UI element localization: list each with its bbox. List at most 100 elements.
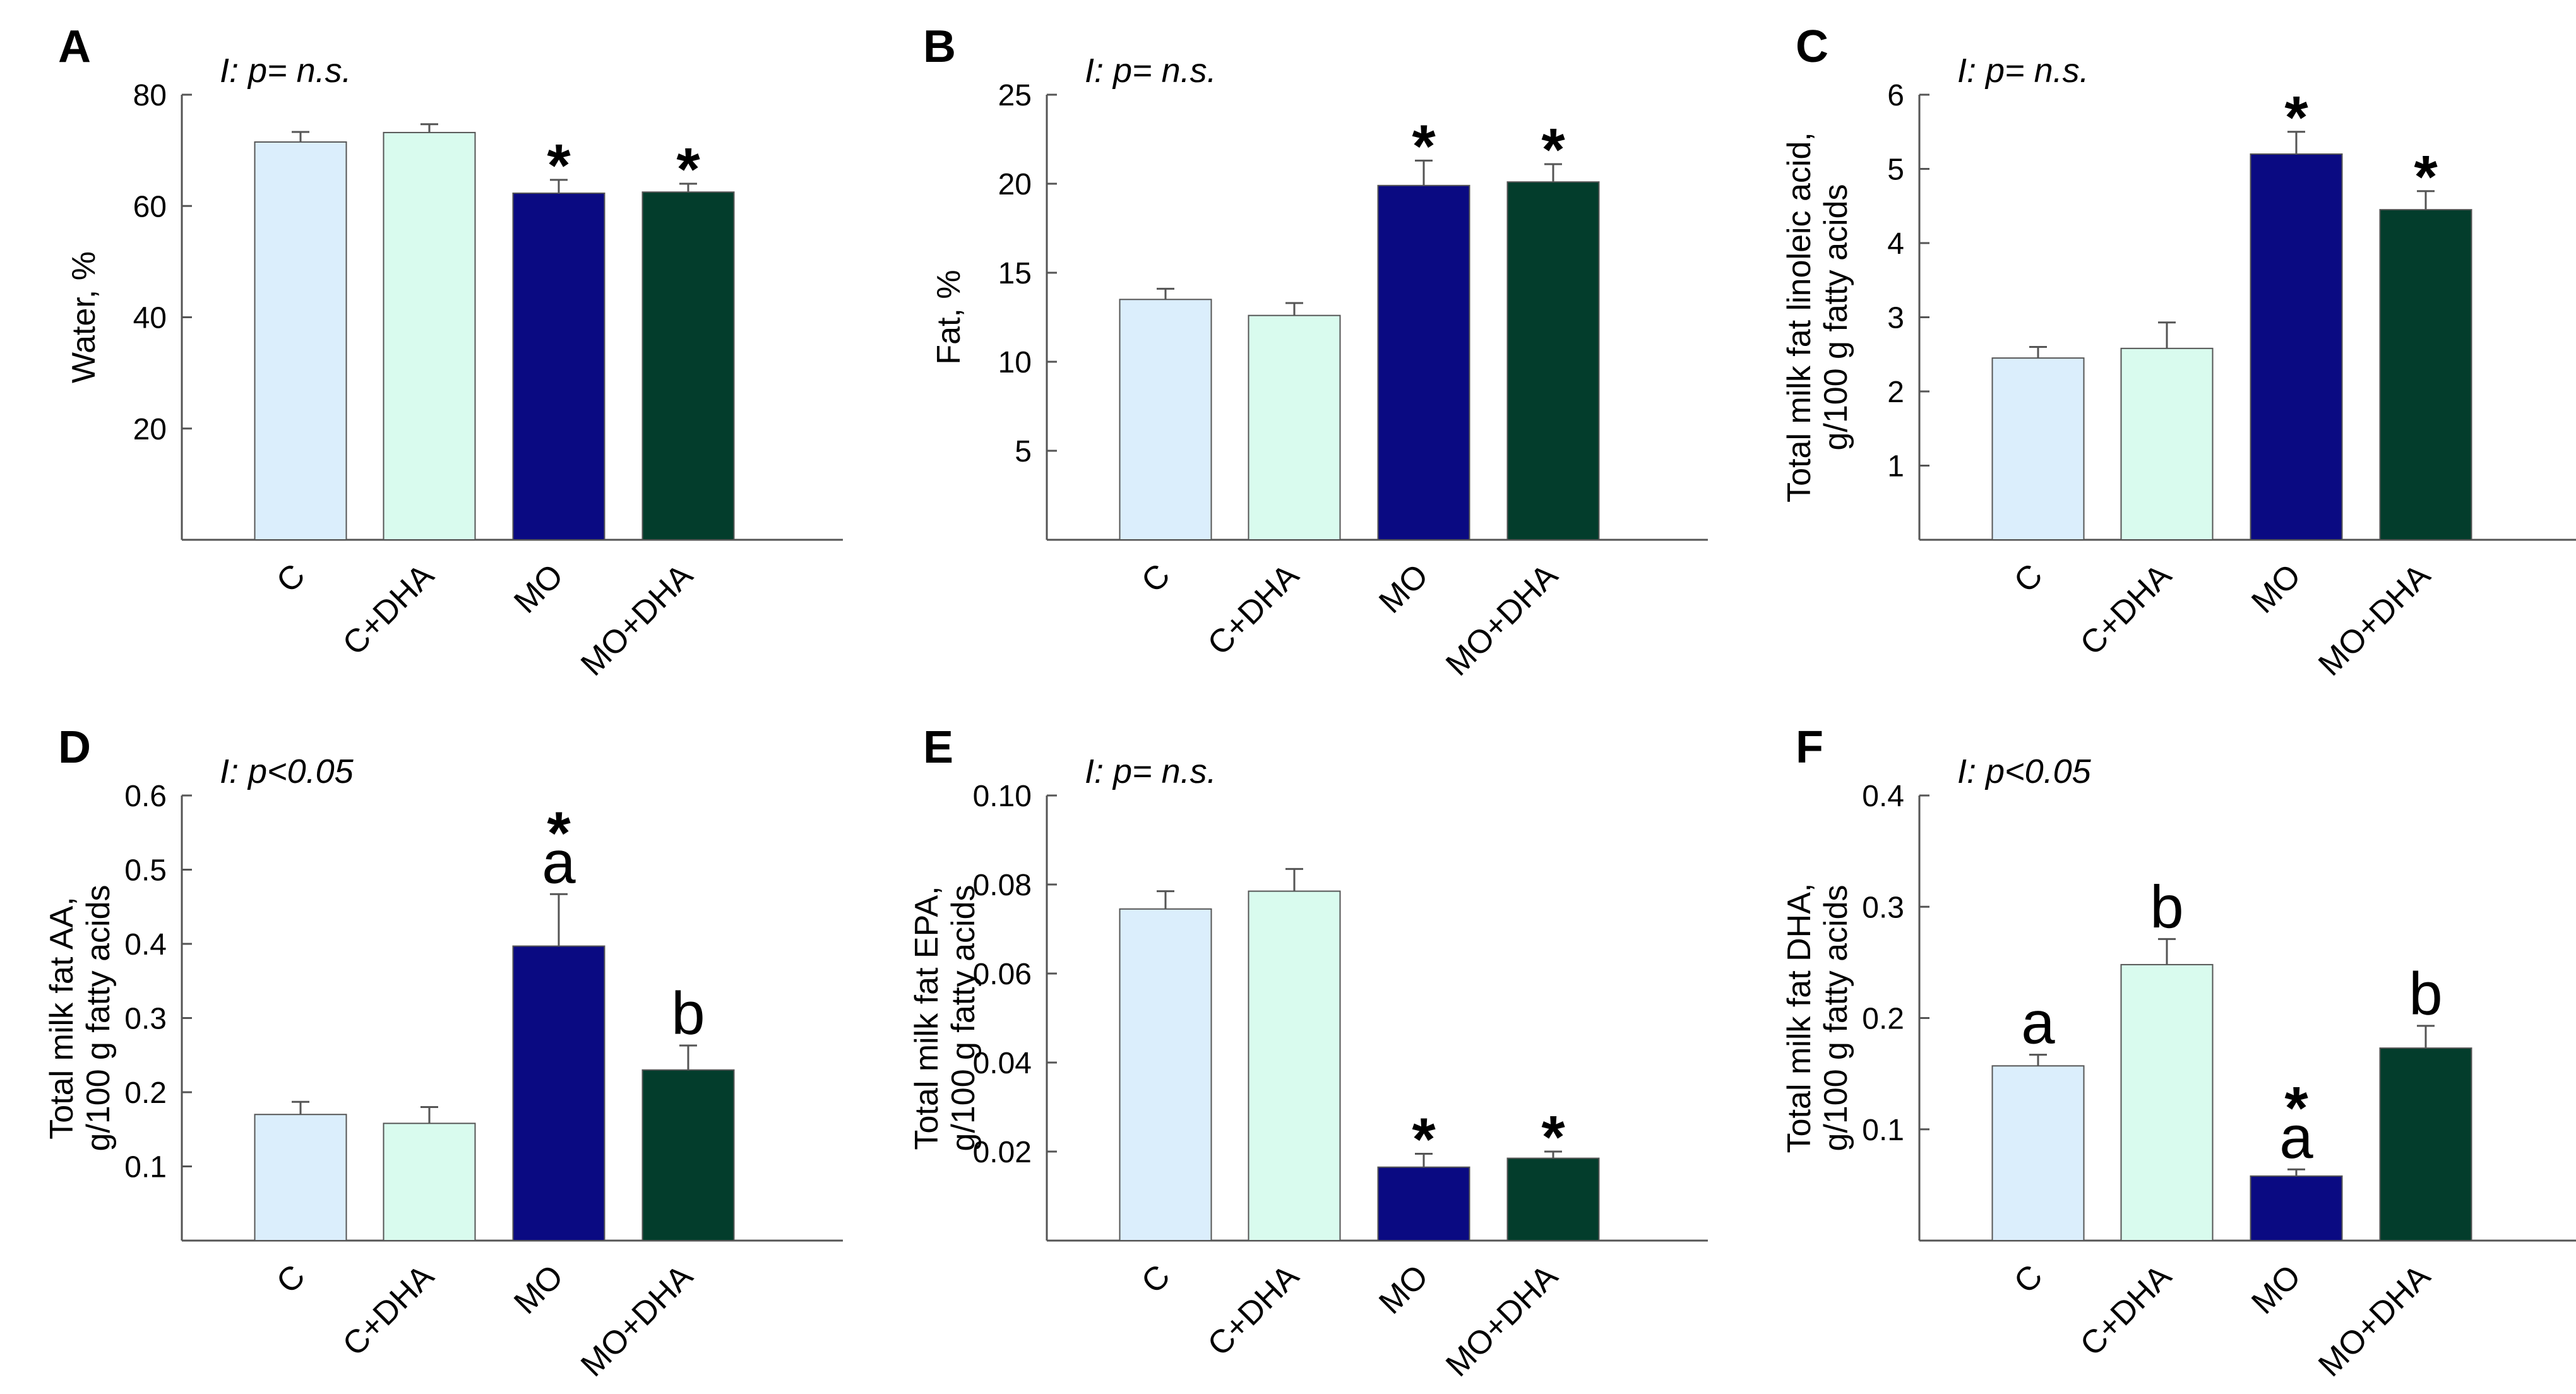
bar-C+DHA xyxy=(1248,890,1341,1241)
y-tick-label: 0.10 xyxy=(973,780,1032,813)
interaction-note: I: p<0.05 xyxy=(220,753,354,790)
panel-B: B I: p= n.s. 5 10 15 20 25 Fat, % C C+DHA * MO * MO+D… xyxy=(923,21,1708,683)
x-tick-label: MO+DHA xyxy=(2311,557,2438,683)
bar-MO xyxy=(2250,1175,2343,1242)
x-tick-label: C+DHA xyxy=(1201,557,1306,662)
significance-asterisk: * xyxy=(2284,1075,2308,1142)
panel-letter: E xyxy=(923,722,953,773)
y-tick-label: 0.08 xyxy=(973,869,1032,902)
x-tick-label: C xyxy=(1135,1258,1178,1301)
bar-MO+DHA xyxy=(1506,181,1600,540)
bar-MO+DHA xyxy=(641,1069,735,1241)
y-tick-label: 3 xyxy=(1887,302,1904,335)
y-axis-label: Fat, % xyxy=(931,270,967,364)
y-tick-label: 0.02 xyxy=(973,1136,1032,1169)
y-axis-label: Total milk fat AA, xyxy=(44,897,80,1139)
group-letter: b xyxy=(2150,873,2183,941)
y-axis-label: g/100 g fatty acids xyxy=(1818,885,1854,1151)
interaction-note: I: p= n.s. xyxy=(1957,52,2089,90)
x-tick-label: MO xyxy=(1372,557,1435,620)
significance-asterisk: * xyxy=(2284,84,2308,152)
panel-E: E I: p= n.s. 0.02 0.04 0.06 0.08 0.10 Total mil… xyxy=(909,722,1708,1384)
significance-asterisk: * xyxy=(547,132,571,200)
y-tick-label: 0.6 xyxy=(124,780,167,813)
bar-MO xyxy=(1377,1166,1470,1241)
bar-MO xyxy=(2250,153,2343,540)
group-letter: a xyxy=(542,828,576,896)
y-tick-label: 25 xyxy=(998,79,1032,112)
x-tick-label: MO+DHA xyxy=(1439,557,1565,683)
y-tick-label: 4 xyxy=(1887,227,1904,261)
x-tick-label: MO xyxy=(507,557,570,620)
panel-A: A I: p= n.s. 20 40 60 80 Water, % C C+DHA * MO * MO+… xyxy=(58,21,843,683)
y-axis-label: Total milk fat linoleic acid, xyxy=(1781,132,1818,503)
y-axis-label: g/100 g fatty acids xyxy=(1818,184,1854,450)
interaction-note: I: p= n.s. xyxy=(1085,52,1217,90)
x-tick-label: MO+DHA xyxy=(1439,1258,1565,1384)
panel-F: F I: p<0.05 0.1 0.2 0.3 0.4 Total milk fat DHA… xyxy=(1781,722,2576,1384)
bar-MO+DHA xyxy=(641,191,735,540)
y-axis-label: Water, % xyxy=(66,251,102,383)
group-letter: a xyxy=(2279,1104,2313,1171)
bar-C xyxy=(1119,299,1212,540)
y-tick-label: 0.4 xyxy=(124,928,167,962)
x-tick-label: C xyxy=(2007,1258,2050,1301)
y-tick-label: 0.2 xyxy=(124,1076,167,1110)
bar-MO xyxy=(1377,184,1470,540)
group-letter: a xyxy=(2021,989,2055,1057)
significance-asterisk: * xyxy=(1541,116,1565,184)
x-tick-label: C xyxy=(1135,557,1178,600)
y-tick-label: 20 xyxy=(998,168,1032,201)
panel-letter: D xyxy=(58,722,91,773)
y-axis-label: g/100 g fatty acids xyxy=(80,885,117,1151)
y-tick-label: 10 xyxy=(998,346,1032,379)
y-tick-label: 60 xyxy=(133,190,167,223)
bar-C xyxy=(1991,357,2085,540)
bar-C xyxy=(1119,908,1212,1241)
y-tick-label: 5 xyxy=(1015,435,1032,468)
bar-C xyxy=(1991,1065,2085,1241)
interaction-note: I: p= n.s. xyxy=(1085,753,1217,790)
x-tick-label: C+DHA xyxy=(2073,557,2179,662)
y-tick-label: 40 xyxy=(133,302,167,335)
x-tick-label: C+DHA xyxy=(336,557,441,662)
group-letter: b xyxy=(671,980,705,1047)
y-tick-label: 0.5 xyxy=(124,854,167,888)
y-tick-label: 0.06 xyxy=(973,958,1032,991)
bar-MO+DHA xyxy=(1506,1157,1600,1242)
bar-MO+DHA xyxy=(2379,1047,2472,1242)
y-tick-label: 0.3 xyxy=(1862,891,1904,924)
panel-D: D I: p<0.05 0.1 0.2 0.3 0.4 0.5 0.6 Total milk f… xyxy=(44,722,843,1384)
significance-asterisk: * xyxy=(1412,1106,1436,1174)
bar-C+DHA xyxy=(2120,963,2214,1241)
bar-MO xyxy=(512,192,605,540)
group-letter: b xyxy=(2409,960,2442,1028)
x-tick-label: C xyxy=(2007,557,2050,600)
x-tick-label: MO xyxy=(2245,1258,2308,1321)
y-tick-label: 80 xyxy=(133,79,167,112)
x-tick-label: MO+DHA xyxy=(574,557,700,683)
bar-C+DHA xyxy=(2120,347,2214,540)
x-tick-label: C+DHA xyxy=(2073,1258,2179,1363)
y-tick-label: 0.04 xyxy=(973,1047,1032,1080)
x-tick-label: C xyxy=(270,1258,313,1301)
bar-C xyxy=(254,141,347,540)
significance-asterisk: * xyxy=(676,136,700,203)
x-tick-label: C+DHA xyxy=(336,1258,441,1363)
bar-MO+DHA xyxy=(2379,209,2472,540)
y-tick-label: 0.2 xyxy=(1862,1003,1904,1036)
significance-asterisk: * xyxy=(1412,112,1436,180)
y-tick-label: 0.1 xyxy=(1862,1114,1904,1147)
bar-C xyxy=(254,1114,347,1241)
y-tick-label: 0.3 xyxy=(124,1003,167,1036)
y-axis-label: g/100 g fatty acids xyxy=(945,885,982,1151)
panel-letter: C xyxy=(1796,21,1828,72)
x-tick-label: MO xyxy=(1372,1258,1435,1321)
x-tick-label: MO+DHA xyxy=(2311,1258,2438,1384)
significance-asterisk: * xyxy=(2414,143,2438,211)
bar-C+DHA xyxy=(383,1123,476,1241)
panel-letter: F xyxy=(1796,722,1823,773)
interaction-note: I: p<0.05 xyxy=(1957,753,2092,790)
interaction-note: I: p= n.s. xyxy=(220,52,352,90)
